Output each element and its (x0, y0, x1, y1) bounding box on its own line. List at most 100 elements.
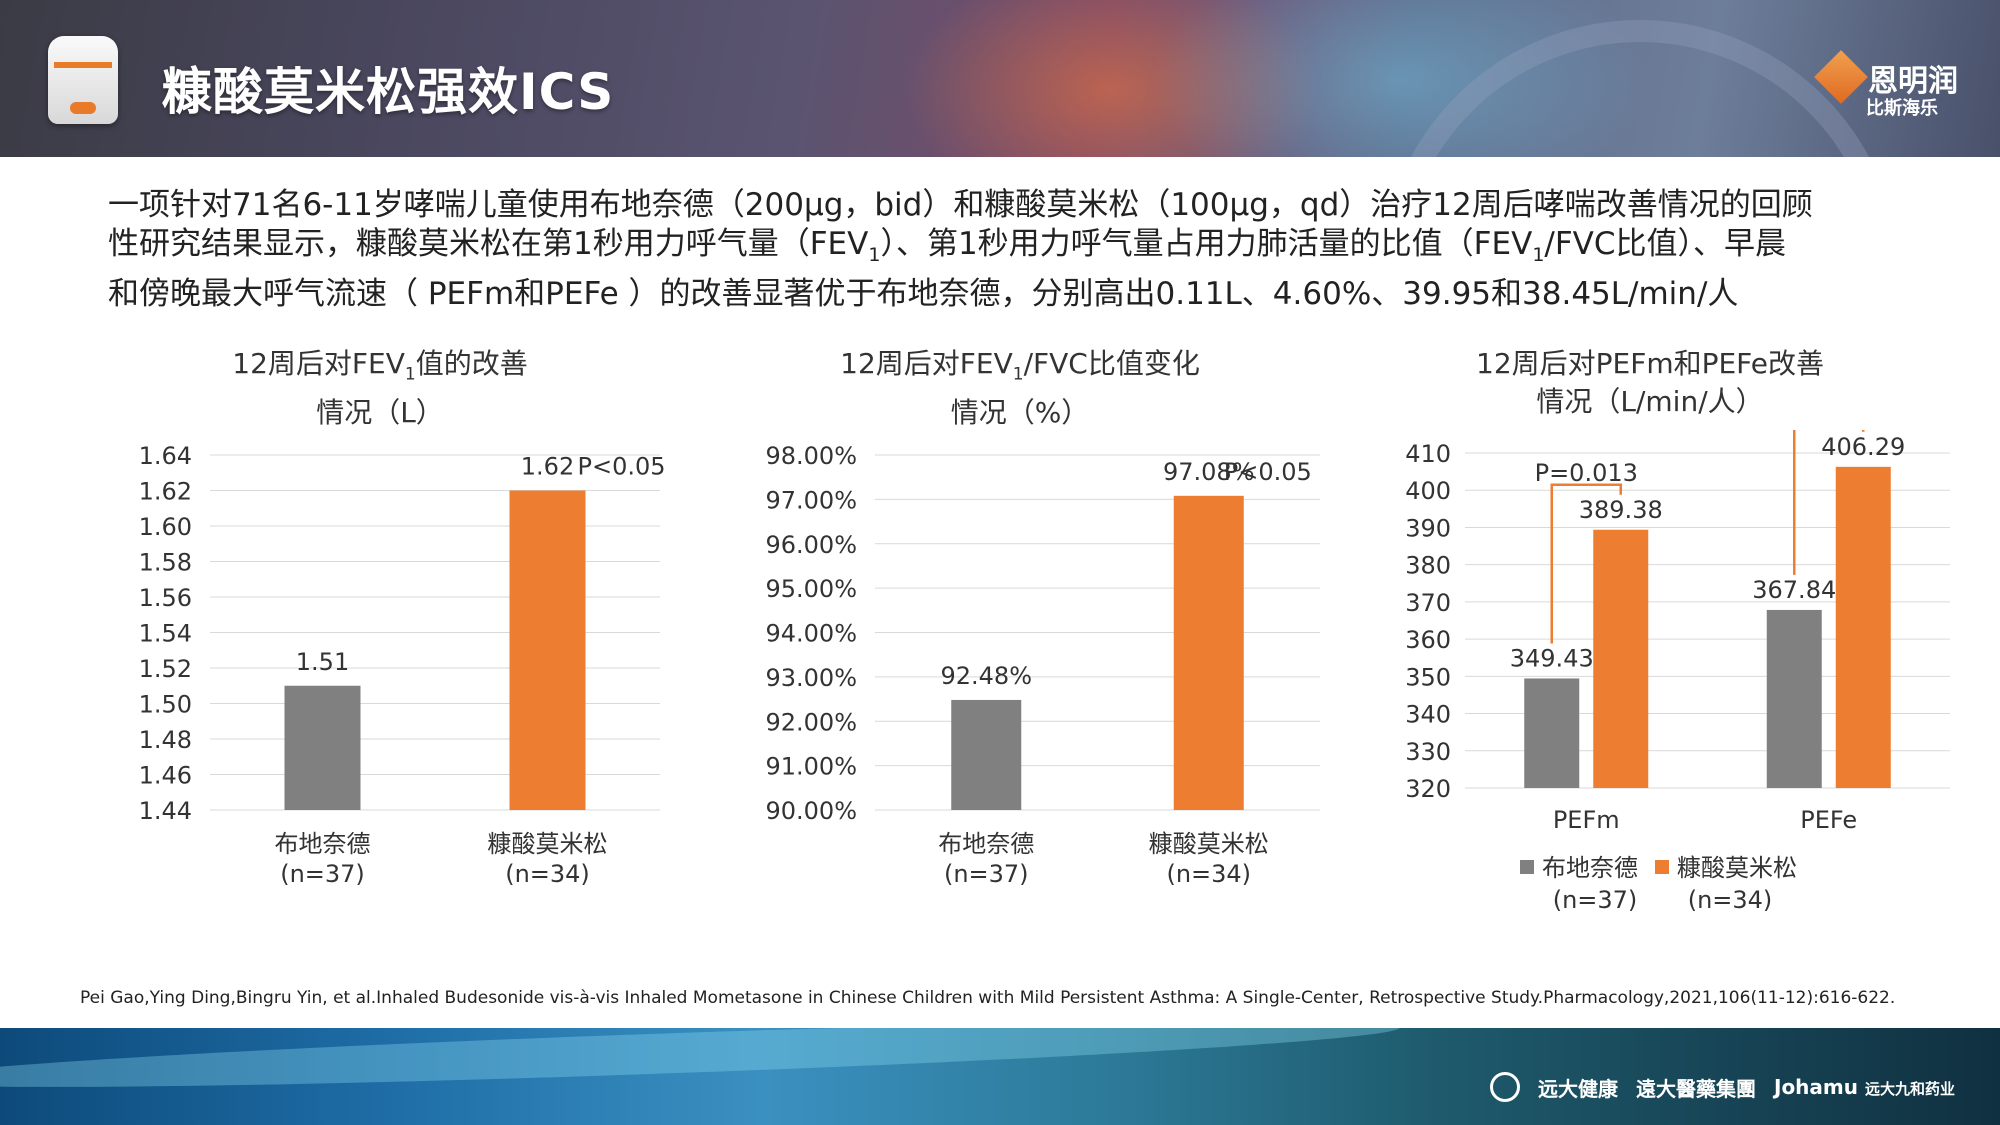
chart-fev1-fvc: 90.00% 91.00% 92.00% 93.00% 94.00% 95.00% 96.0… (765, 442, 1320, 888)
footer-logo-2: 遠大醫藥集團 (1636, 1076, 1756, 1101)
data-label: 92.48% (940, 662, 1032, 690)
intro-text: ）、第1秒用力呼气量占用力肺活量的比值（FEV (880, 226, 1533, 262)
intro-line: 和傍晚最大呼气流速（ PEFm和PEFe ）的改善显著优于布地奈德，分别高出0.… (108, 276, 1739, 313)
y-tick-label: 1.54 (139, 620, 192, 648)
p-value-annotation: P<0.05 (578, 453, 666, 481)
y-tick-label: 380 (1405, 552, 1451, 580)
y-tick-label: 360 (1405, 626, 1451, 654)
p-value-annotation: P<0.05 (1224, 458, 1312, 486)
chart-title-text: 12周后对FEV (232, 347, 405, 380)
x-tick-sublabel: (n=37) (944, 860, 1029, 888)
y-tick-label: 97.00% (765, 486, 857, 514)
y-tick-label: 1.62 (139, 478, 192, 506)
x-tick-label: 布地奈德 (938, 830, 1034, 858)
intro-paragraph: 一项针对71名6-11岁哮喘儿童使用布地奈德（200μg，bid）和糠酸莫米松（… (108, 186, 1948, 314)
y-tick-label: 98.00% (765, 442, 857, 470)
x-tick-sublabel: (n=37) (280, 860, 365, 888)
y-tick-label: 340 (1405, 701, 1451, 729)
y-tick-label: 330 (1405, 738, 1451, 766)
data-label: 367.84 (1752, 576, 1836, 604)
y-tick-label: 350 (1405, 663, 1451, 691)
inhaler-product-icon (48, 36, 118, 124)
y-tick-label: 93.00% (765, 664, 857, 692)
data-label: 97.08% (1163, 458, 1255, 486)
data-label: 406.29 (1821, 433, 1905, 461)
chart-title-text: 12周后对FEV (840, 347, 1013, 380)
chart-title-text: 12周后对PEFm和PEFe改善 (1476, 347, 1824, 380)
intro-line: 性研究结果显示，糠酸莫米松在第1秒用力呼气量（FEV1）、第1秒用力呼气量占用力… (108, 225, 1948, 275)
p-value-annotation: P=0.013 (1535, 459, 1638, 487)
y-tick-label: 96.00% (765, 531, 857, 559)
chart-pef: 320 330 340 350 360 370 380 390 400 410 349.43 389.… (1405, 430, 1950, 914)
intro-text: /FVC比值）、早晨 (1544, 226, 1787, 262)
johamu-text: Johamu (1774, 1075, 1858, 1099)
chart-title-text: 值的改善 (415, 347, 528, 380)
bar (1524, 678, 1580, 788)
footer-logo-3: Johamu 远大九和药业 (1774, 1075, 1955, 1099)
legend-label: 布地奈德 (1542, 854, 1638, 882)
x-tick-label: 布地奈德 (275, 830, 371, 858)
y-tick-label: 1.48 (139, 726, 192, 754)
footer-wave (0, 1028, 1401, 1101)
header-glow (900, 0, 1320, 157)
y-tick-label: 95.00% (765, 575, 857, 603)
data-label: 349.43 (1510, 644, 1594, 672)
y-tick-label: 92.00% (765, 708, 857, 736)
y-tick-label: 400 (1405, 477, 1451, 505)
legend-sublabel: (n=34) (1688, 886, 1773, 914)
y-tick-label: 1.52 (139, 655, 192, 683)
chart-title-line2: 情况（L/min/人） (1536, 385, 1764, 418)
chart-fev1: 1.44 1.46 1.48 1.50 1.52 1.54 1.56 1.58 1.60 1.62… (139, 442, 666, 888)
subscript: 1 (404, 364, 416, 385)
y-tick-label: 1.50 (139, 691, 192, 719)
bar (1766, 609, 1822, 788)
inhaler-cap (70, 102, 96, 114)
johamu-cn-text: 远大九和药业 (1864, 1080, 1955, 1098)
cgc-logo-icon (1490, 1072, 1520, 1102)
data-label: 389.38 (1579, 496, 1663, 524)
x-tick-sublabel: (n=34) (1166, 860, 1251, 888)
significance-bracket (1793, 430, 1865, 575)
subscript: 1 (868, 244, 881, 267)
intro-line: 一项针对71名6-11岁哮喘儿童使用布地奈德（200μg，bid）和糠酸莫米松（… (108, 187, 1813, 223)
header-banner: 糠酸莫米松强效ICS 恩明润 比斯海乐 (0, 0, 2000, 157)
y-tick-label: 90.00% (765, 797, 857, 825)
bar (1593, 529, 1649, 788)
subscript: 1 (1532, 244, 1545, 267)
chart-title-text: /FVC比值变化 (1023, 347, 1200, 380)
chart-title-line2: 情况（L） (316, 395, 444, 429)
x-tick-label: 糠酸莫米松 (1149, 830, 1269, 858)
legend-label: 糠酸莫米松 (1677, 854, 1797, 882)
bar (951, 699, 1022, 810)
chart-3-title: 12周后对PEFm和PEFe改善 情况（L/min/人） (1420, 345, 1880, 421)
chart-title-line2: 情况（%） (950, 395, 1090, 429)
data-label: 1.62 (521, 453, 574, 481)
y-tick-label: 1.44 (139, 797, 192, 825)
chart-1-title: 12周后对FEV1值的改善 情况（L） (170, 345, 590, 432)
bar (284, 685, 361, 810)
y-tick-label: 1.58 (139, 549, 192, 577)
chart-2-title: 12周后对FEV1/FVC比值变化 情况（%） (790, 345, 1250, 432)
y-tick-label: 1.46 (139, 762, 192, 790)
footer-logos: 远大健康 遠大醫藥集團 Johamu 远大九和药业 (1490, 1072, 1955, 1102)
y-tick-label: 410 (1405, 440, 1451, 468)
y-tick-label: 94.00% (765, 620, 857, 648)
subscript: 1 (1012, 364, 1024, 385)
y-tick-label: 1.56 (139, 584, 192, 612)
bar (1173, 495, 1244, 810)
brand-subname: 比斯海乐 (1866, 98, 1938, 119)
y-tick-label: 320 (1405, 775, 1451, 803)
brand-name: 恩明润 (1868, 64, 1958, 99)
y-tick-label: 1.64 (139, 442, 192, 470)
legend-swatch (1655, 860, 1669, 874)
page-title: 糠酸莫米松强效ICS (162, 63, 615, 121)
intro-text: 性研究结果显示，糠酸莫米松在第1秒用力呼气量（FEV (108, 226, 869, 262)
bar (509, 490, 586, 810)
y-tick-label: 91.00% (765, 753, 857, 781)
reference-citation: Pei Gao,Ying Ding,Bingru Yin, et al.Inha… (80, 988, 1896, 1008)
x-tick-label: PEFm (1553, 806, 1620, 834)
inhaler-band (54, 62, 112, 68)
significance-bracket (1550, 483, 1622, 644)
footer-logo-1: 远大健康 (1538, 1076, 1618, 1101)
x-tick-label: 糠酸莫米松 (488, 830, 608, 858)
